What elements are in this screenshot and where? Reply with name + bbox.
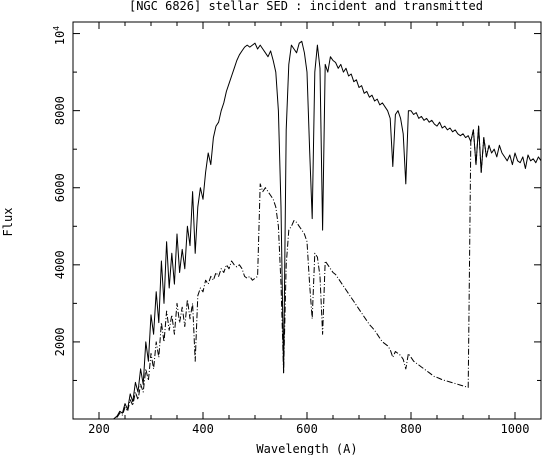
x-tick-label: 600 [296,422,318,436]
axis-ticks: 200 400 600 800 1000 2000 4000 6000 8000 104 [52,22,542,436]
y-tick-label: 8000 [53,96,67,125]
x-axis-label: Wavelength (A) [256,442,357,455]
x-tick-label: 200 [88,422,110,436]
series-incident-line [73,40,542,420]
chart-title: [NGC 6826] stellar SED : incident and tr… [129,0,483,13]
series-layer [73,40,542,420]
y-tick-label: 6000 [53,173,67,202]
series-transmitted-line [73,125,490,420]
y-axis-label: Flux [1,208,15,237]
x-tick-label: 400 [192,422,214,436]
x-tick-label: 800 [400,422,422,436]
y-tick-label: 4000 [53,250,67,279]
y-tick-label-power: 104 [52,26,67,45]
y-tick-label: 2000 [53,327,67,356]
x-tick-label: 1000 [501,422,530,436]
